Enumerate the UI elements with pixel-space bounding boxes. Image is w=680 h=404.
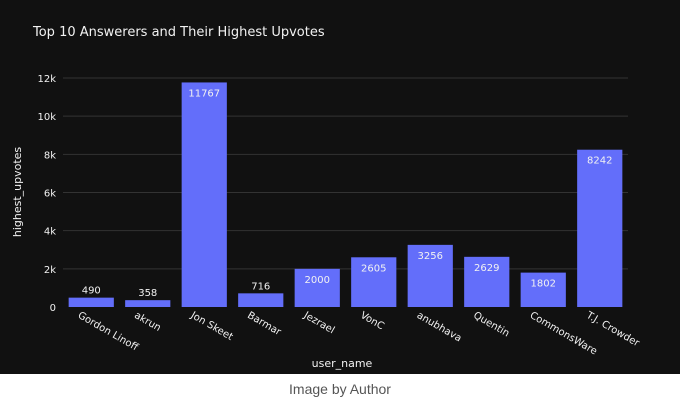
bar-value-label: 490 — [82, 286, 101, 297]
bar — [125, 300, 171, 307]
chart-title: Top 10 Answerers and Their Highest Upvot… — [32, 25, 325, 40]
bar-value-label: 11767 — [188, 88, 220, 99]
bar — [577, 149, 623, 307]
bar-value-label: 8242 — [587, 156, 612, 167]
bar-value-label: 2000 — [305, 275, 330, 286]
bar — [294, 268, 340, 307]
bar — [407, 244, 453, 307]
bar-value-label: 358 — [138, 288, 157, 299]
bar-value-label: 3256 — [418, 251, 443, 262]
bar-value-label: 2605 — [361, 263, 386, 274]
bar-value-label: 2629 — [474, 263, 499, 274]
bar — [68, 297, 114, 307]
bar-value-label: 1802 — [531, 279, 556, 290]
x-tick-label: Jezrael — [301, 310, 336, 337]
y-tick-label: 6k — [44, 189, 56, 200]
bars — [68, 82, 623, 308]
y-tick-label: 0 — [50, 303, 56, 314]
bar — [351, 257, 397, 307]
bar-value-label: 716 — [251, 281, 270, 292]
x-tick-label: anubhava — [415, 310, 464, 344]
x-tick-label: Gordon Linoff — [76, 310, 141, 354]
x-tick-label: VonC — [358, 310, 386, 332]
bar-value-labels: 490 358 11767 716 2000 2605 3256 2629 1802 8242 — [82, 88, 613, 299]
gridlines — [63, 77, 628, 270]
bar-chart: Top 10 Answerers and Their Highest Upvot… — [11, 25, 642, 370]
image-caption: Image by Author — [289, 381, 391, 397]
x-tick-label: Barmar — [245, 310, 283, 338]
x-tick-label: akrun — [132, 310, 162, 334]
y-tick-label: 8k — [44, 150, 56, 161]
x-tick-label: Jon Skeet — [188, 310, 235, 343]
bar — [238, 293, 284, 307]
x-axis-title: user_name — [312, 357, 373, 370]
y-tick-label: 4k — [44, 227, 56, 238]
bar — [464, 256, 510, 307]
y-axis-title: highest_upvotes — [11, 147, 24, 238]
x-tick-label: Quentin — [471, 310, 511, 339]
bar — [520, 272, 566, 307]
y-tick-label: 10k — [37, 112, 56, 123]
y-tick-label: 2k — [44, 265, 56, 276]
chart-figure: Top 10 Answerers and Their Highest Upvot… — [0, 0, 680, 374]
y-tick-label: 12k — [37, 74, 56, 85]
y-axis-ticks: 0 2k 4k 6k 8k 10k 12k — [37, 74, 56, 314]
bar — [181, 82, 227, 308]
